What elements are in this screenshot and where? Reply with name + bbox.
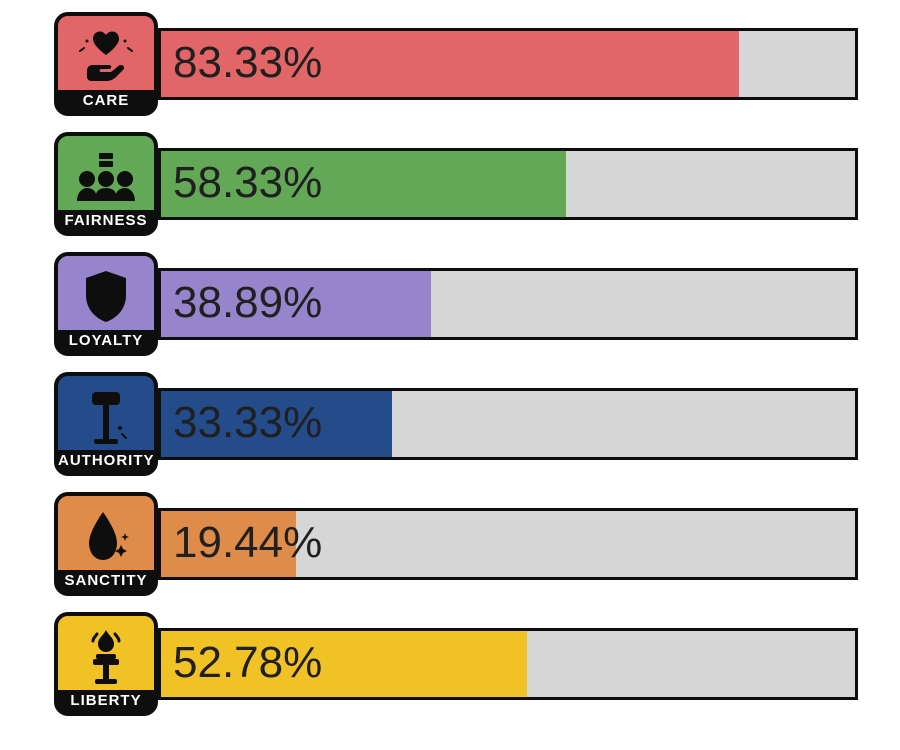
bar-track: 83.33%: [158, 28, 858, 100]
badge-label: FAIRNESS: [58, 210, 154, 232]
badge-authority: AUTHORITY: [54, 372, 158, 476]
bar-value: 52.78%: [173, 638, 322, 688]
bar-row-loyalty: LOYALTY 38.89%: [60, 258, 858, 350]
bar-value: 19.44%: [173, 518, 322, 568]
bar-row-liberty: LIBERTY 52.78%: [60, 618, 858, 710]
badge-label: CARE: [58, 90, 154, 112]
liberty-icon: [58, 622, 154, 690]
care-icon: [58, 22, 154, 90]
sanctity-icon: [58, 502, 154, 570]
badge-label: AUTHORITY: [58, 450, 154, 472]
bar-track: 19.44%: [158, 508, 858, 580]
bar-track: 52.78%: [158, 628, 858, 700]
bar-row-care: CARE 83.33%: [60, 18, 858, 110]
badge-liberty: LIBERTY: [54, 612, 158, 716]
bar-value: 83.33%: [173, 38, 322, 88]
bar-value: 33.33%: [173, 398, 322, 448]
badge-loyalty: LOYALTY: [54, 252, 158, 356]
bar-value: 38.89%: [173, 278, 322, 328]
bar-row-sanctity: SANCTITY 19.44%: [60, 498, 858, 590]
badge-label: SANCTITY: [58, 570, 154, 592]
badge-sanctity: SANCTITY: [54, 492, 158, 596]
loyalty-icon: [58, 262, 154, 330]
authority-icon: [58, 382, 154, 450]
bar-row-authority: AUTHORITY 33.33%: [60, 378, 858, 470]
fairness-icon: [58, 142, 154, 210]
bar-row-fairness: FAIRNESS 58.33%: [60, 138, 858, 230]
badge-label: LIBERTY: [58, 690, 154, 712]
moral-foundations-chart: CARE 83.33% FAIRNESS 5: [0, 0, 900, 728]
badge-label: LOYALTY: [58, 330, 154, 352]
bar-track: 38.89%: [158, 268, 858, 340]
bar-track: 58.33%: [158, 148, 858, 220]
bar-track: 33.33%: [158, 388, 858, 460]
bar-value: 58.33%: [173, 158, 322, 208]
badge-care: CARE: [54, 12, 158, 116]
badge-fairness: FAIRNESS: [54, 132, 158, 236]
